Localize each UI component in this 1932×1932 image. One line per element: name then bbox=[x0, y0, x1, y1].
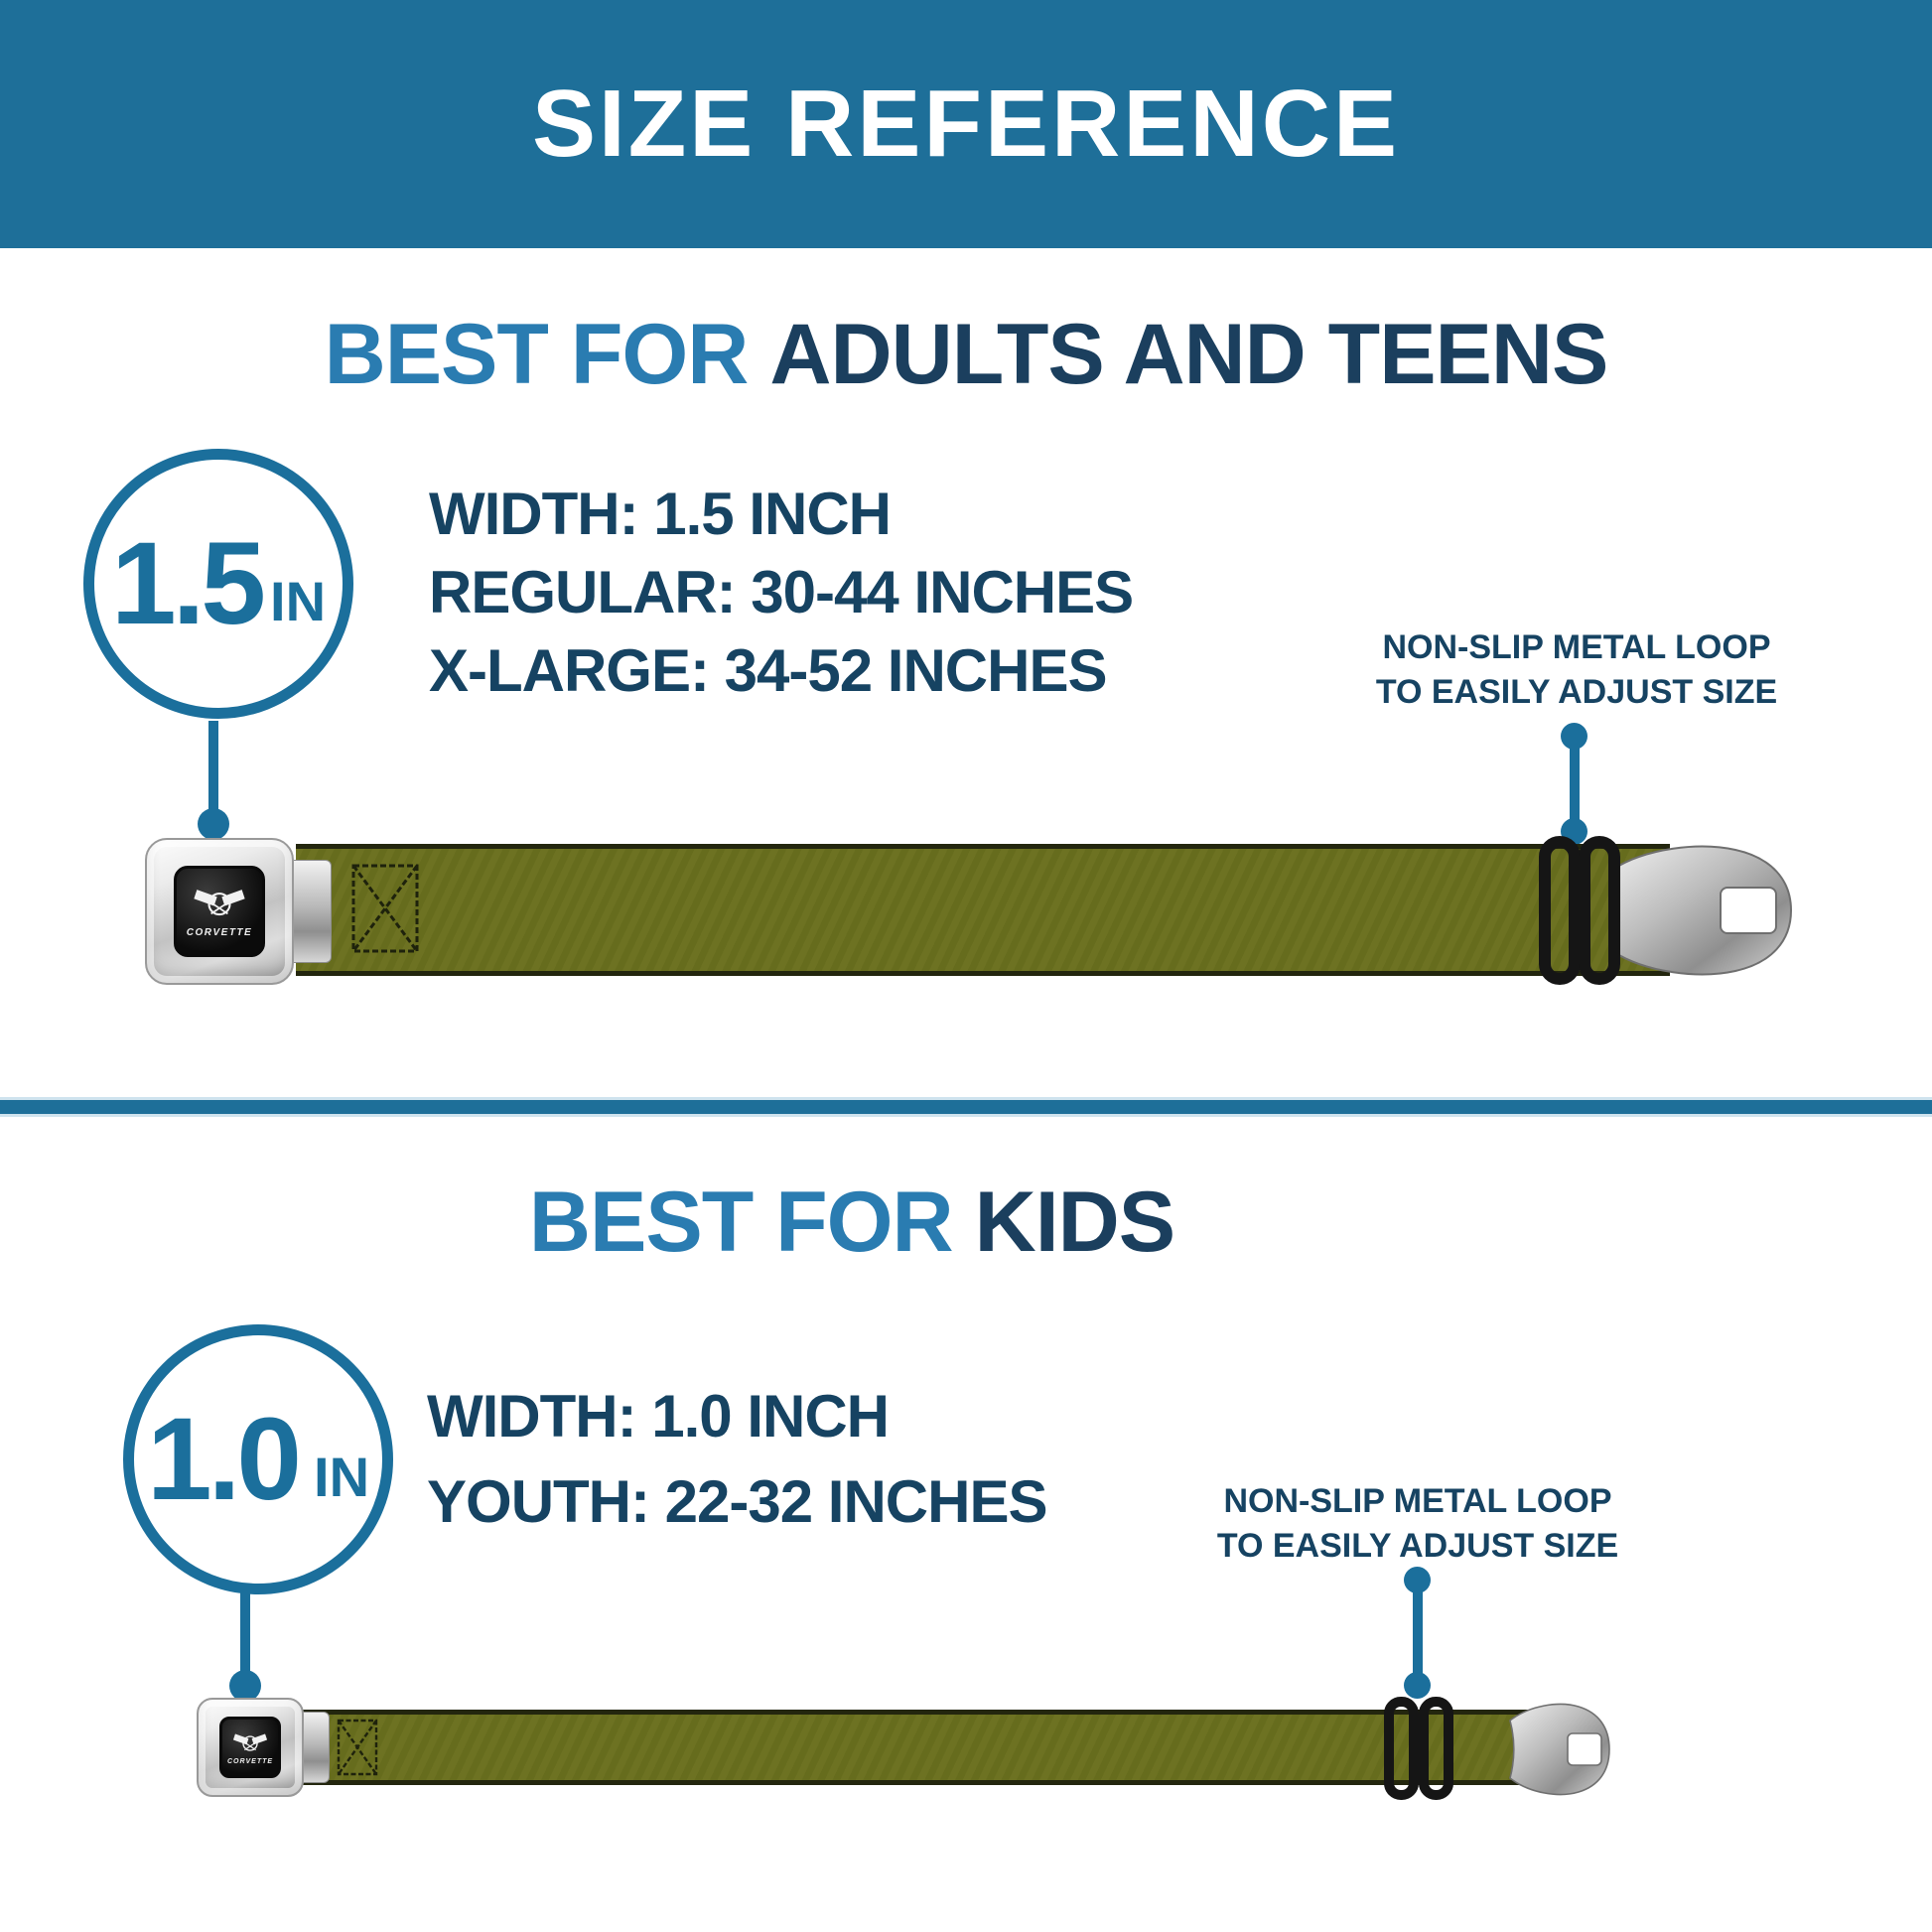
width-badge-1-5in: 1.5 IN bbox=[83, 449, 353, 719]
spec-youth: YOUTH: 22-32 INCHES bbox=[427, 1468, 1047, 1535]
box-x-stitch bbox=[351, 864, 419, 953]
badge-connector-dot bbox=[198, 808, 229, 840]
seatbelt-tongue-tip bbox=[1509, 1703, 1610, 1796]
corvette-logo-icon bbox=[194, 890, 245, 916]
belt-strap bbox=[288, 1710, 1531, 1785]
spec-width: WIDTH: 1.0 INCH bbox=[427, 1383, 890, 1449]
metal-loop-callout-adults: NON-SLIP METAL LOOP TO EASILY ADJUST SIZ… bbox=[1353, 625, 1800, 715]
spec-xlarge: X-LARGE: 34-52 INCHES bbox=[429, 637, 1107, 704]
box-x-stitch bbox=[337, 1719, 378, 1776]
spec-list-adults: WIDTH: 1.5 INCH REGULAR: 30-44 INCHES X-… bbox=[429, 475, 1134, 710]
section-divider bbox=[0, 1100, 1932, 1114]
heading-rest-text: ADULTS AND TEENS bbox=[769, 307, 1608, 402]
heading-accent-text: BEST FOR bbox=[324, 307, 750, 402]
banner-title: SIZE REFERENCE bbox=[531, 70, 1401, 177]
belt-strap bbox=[296, 844, 1670, 976]
spec-regular: REGULAR: 30-44 INCHES bbox=[429, 559, 1134, 625]
heading-rest-text: KIDS bbox=[974, 1174, 1175, 1270]
badge-connector-line bbox=[208, 721, 218, 826]
callout-line1: NON-SLIP METAL LOOP bbox=[1382, 628, 1771, 666]
width-badge-1-0in: 1.0 IN bbox=[123, 1324, 393, 1594]
callout-connector-dot-bottom bbox=[1404, 1672, 1431, 1699]
callout-line2: TO EASILY ADJUST SIZE bbox=[1216, 1527, 1619, 1565]
seatbelt-buckle: CORVETTE bbox=[145, 838, 294, 985]
badge-connector-dot bbox=[229, 1670, 261, 1702]
metal-loop-adjuster bbox=[1539, 836, 1620, 985]
section-kids-heading: BEST FOR KIDS bbox=[0, 1173, 1818, 1272]
badge-unit: IN bbox=[270, 569, 327, 632]
callout-line1: NON-SLIP METAL LOOP bbox=[1223, 1482, 1612, 1520]
badge-value: 1.0 bbox=[146, 1394, 302, 1525]
seatbelt-tongue-tip bbox=[1610, 845, 1793, 976]
buckle-face: CORVETTE bbox=[219, 1717, 281, 1778]
callout-connector-line bbox=[1570, 735, 1580, 832]
heading-accent-text: BEST FOR bbox=[528, 1174, 954, 1270]
seatbelt-buckle: CORVETTE bbox=[197, 1698, 304, 1797]
badge-value: 1.5 bbox=[110, 518, 266, 649]
buckle-brand-text: CORVETTE bbox=[226, 1757, 274, 1765]
badge-unit: IN bbox=[314, 1445, 370, 1508]
banner: SIZE REFERENCE bbox=[0, 0, 1932, 248]
callout-connector-line bbox=[1413, 1579, 1423, 1678]
metal-loop-callout-kids: NON-SLIP METAL LOOP TO EASILY ADJUST SIZ… bbox=[1194, 1479, 1641, 1569]
callout-line2: TO EASILY ADJUST SIZE bbox=[1375, 673, 1778, 711]
spec-list-kids: WIDTH: 1.0 INCH YOUTH: 22-32 INCHES bbox=[427, 1374, 1047, 1545]
metal-loop-adjuster bbox=[1384, 1697, 1453, 1800]
spec-width: WIDTH: 1.5 INCH bbox=[429, 481, 892, 547]
buckle-face: CORVETTE bbox=[174, 866, 265, 957]
corvette-logo-icon bbox=[232, 1732, 268, 1751]
badge-connector-line bbox=[240, 1592, 250, 1688]
buckle-brand-text: CORVETTE bbox=[186, 927, 253, 938]
section-adults-heading: BEST FOR ADULTS AND TEENS bbox=[0, 306, 1932, 404]
